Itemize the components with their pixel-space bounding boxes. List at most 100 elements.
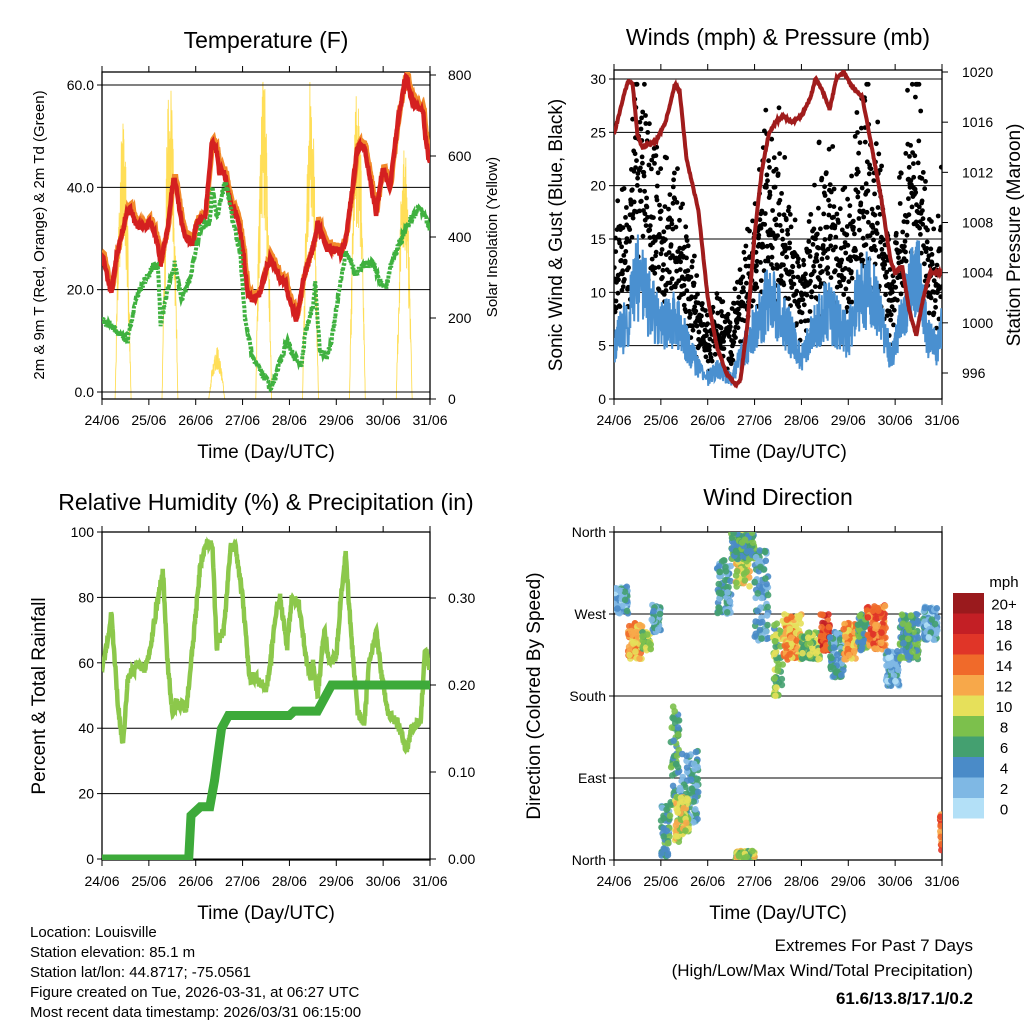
gust-point bbox=[634, 183, 640, 188]
gust-point bbox=[781, 262, 786, 268]
gust-point bbox=[861, 214, 867, 220]
direction-point bbox=[673, 752, 681, 759]
gust-point bbox=[929, 252, 935, 257]
gust-point bbox=[825, 271, 831, 276]
direction-point bbox=[614, 605, 621, 612]
x-tick-label: 29/06 bbox=[831, 873, 866, 889]
gust-point bbox=[799, 310, 805, 316]
direction-point bbox=[749, 539, 757, 546]
gust-point bbox=[879, 163, 884, 169]
gust-point bbox=[614, 298, 619, 304]
gust-point bbox=[770, 265, 776, 271]
gust-point bbox=[821, 211, 827, 217]
direction-point bbox=[937, 813, 942, 821]
gust-point bbox=[819, 256, 825, 262]
direction-point bbox=[636, 655, 643, 662]
gust-point bbox=[667, 280, 673, 286]
gust-point bbox=[931, 226, 937, 232]
colorbar-swatch bbox=[953, 736, 984, 757]
direction-point bbox=[650, 607, 657, 615]
direction-point bbox=[746, 583, 753, 590]
y-tick-label: 80 bbox=[78, 589, 94, 605]
gust-point bbox=[691, 280, 697, 286]
direction-point bbox=[934, 626, 941, 634]
gust-point bbox=[721, 339, 726, 344]
direction-point bbox=[928, 616, 936, 623]
gust-point bbox=[652, 161, 657, 166]
gust-point bbox=[828, 189, 834, 195]
gust-point bbox=[791, 281, 797, 287]
direction-point bbox=[864, 614, 872, 621]
gust-point bbox=[938, 164, 942, 170]
gust-point bbox=[683, 224, 689, 230]
gust-point bbox=[632, 151, 638, 157]
gust-point bbox=[764, 184, 769, 190]
gust-point bbox=[651, 215, 656, 221]
gust-point bbox=[931, 278, 937, 284]
gust-point bbox=[891, 307, 897, 313]
gust-point bbox=[831, 204, 837, 210]
gust-point bbox=[677, 267, 683, 272]
direction-point bbox=[682, 819, 690, 827]
gust-point bbox=[825, 246, 831, 252]
wind-direction-xlabel: Time (Day/UTC) bbox=[709, 903, 847, 924]
gust-point bbox=[906, 212, 912, 218]
gust-point bbox=[844, 232, 850, 238]
gust-point bbox=[888, 317, 893, 323]
x-tick-label: 30/06 bbox=[878, 412, 913, 428]
gust-point bbox=[826, 197, 831, 203]
gust-point bbox=[855, 189, 861, 195]
gust-point bbox=[734, 320, 740, 326]
gust-point bbox=[916, 81, 922, 87]
gust-point bbox=[831, 214, 836, 220]
gust-point bbox=[905, 87, 910, 93]
direction-point bbox=[858, 644, 866, 651]
gust-point bbox=[848, 258, 854, 264]
gust-point bbox=[672, 196, 678, 202]
gust-point bbox=[826, 146, 832, 152]
direction-point bbox=[845, 651, 853, 659]
gust-point bbox=[791, 274, 796, 280]
direction-point bbox=[933, 605, 941, 612]
gust-point bbox=[893, 284, 899, 290]
gust-point bbox=[676, 278, 682, 284]
gust-point bbox=[808, 278, 813, 284]
gust-point bbox=[919, 198, 925, 204]
gust-point bbox=[777, 151, 782, 157]
gust-point bbox=[898, 170, 904, 176]
gust-point bbox=[908, 143, 913, 148]
direction-point bbox=[733, 579, 740, 587]
gust-point bbox=[644, 204, 650, 210]
gust-point bbox=[663, 237, 668, 243]
gust-point bbox=[928, 295, 934, 301]
humidity-ylabel: Percent & Total Rainfall bbox=[29, 597, 50, 794]
gust-point bbox=[873, 141, 879, 147]
direction-point bbox=[900, 640, 907, 647]
direction-point bbox=[754, 590, 762, 597]
gust-point bbox=[678, 205, 684, 211]
direction-point bbox=[741, 577, 749, 584]
direction-point bbox=[804, 634, 812, 641]
gust-point bbox=[673, 224, 679, 230]
colorbar-label: 20+ bbox=[991, 596, 1017, 613]
gust-point bbox=[778, 273, 784, 279]
gust-point bbox=[707, 336, 713, 342]
colorbar-swatch bbox=[953, 777, 984, 798]
direction-point bbox=[771, 675, 778, 682]
gust-point bbox=[866, 219, 871, 225]
direction-point bbox=[904, 635, 912, 643]
gust-point bbox=[732, 329, 737, 334]
colorbar-label: 18 bbox=[996, 617, 1013, 634]
direction-point bbox=[778, 675, 786, 683]
direction-point bbox=[826, 634, 834, 641]
direction-point bbox=[793, 637, 800, 644]
gust-point bbox=[652, 238, 658, 243]
gust-point bbox=[825, 255, 830, 261]
direction-point bbox=[715, 589, 723, 597]
gust-point bbox=[841, 275, 847, 281]
gust-points bbox=[614, 81, 942, 374]
gust-point bbox=[637, 208, 642, 214]
colorbar-label: 6 bbox=[1000, 740, 1008, 757]
gust-point bbox=[929, 261, 935, 267]
gust-point bbox=[669, 276, 675, 282]
